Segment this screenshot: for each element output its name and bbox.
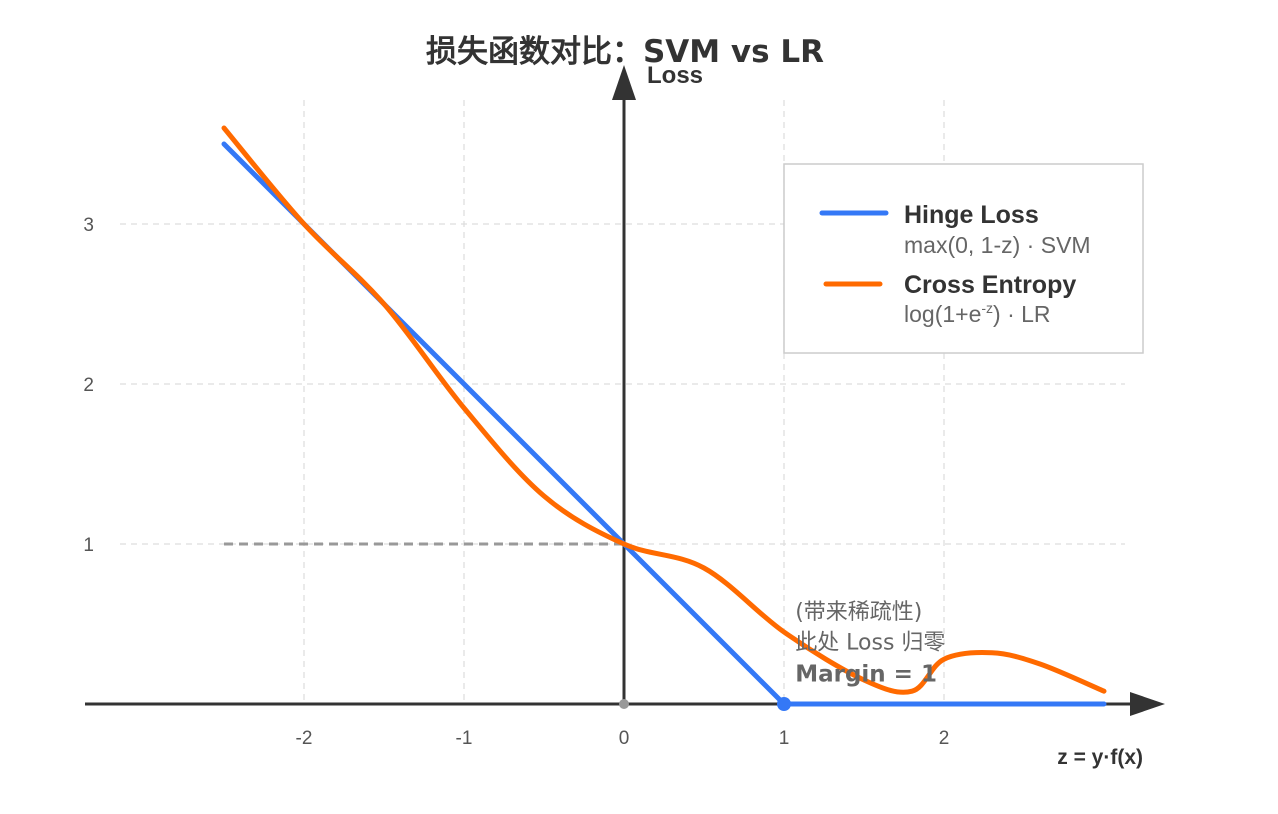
y-axis-label: Loss	[647, 62, 703, 89]
axes	[85, 65, 1165, 716]
legend-formula-prefix: log(1+e	[904, 301, 981, 327]
x-tick-label: 2	[939, 728, 950, 749]
tick-labels: -2 -1 0 1 2 1 2 3	[83, 215, 949, 749]
point-marker	[777, 697, 791, 711]
series-line-cross-entropy	[221, 125, 1107, 695]
legend-label-hinge: Hinge Loss	[904, 201, 1039, 229]
x-tick-label: -2	[296, 728, 313, 749]
point-marker	[619, 699, 629, 709]
legend-formula-suffix: ) · LR	[993, 301, 1051, 327]
annotations: (带来稀疏性) 此处 Loss 归零 Margin = 1	[795, 600, 945, 687]
markers	[619, 697, 791, 711]
y-axis-arrow	[612, 65, 636, 100]
annotation-text: (带来稀疏性)	[795, 600, 922, 625]
x-tick-label: 0	[619, 728, 630, 749]
annotation-text: Margin = 1	[795, 662, 937, 688]
y-tick-label: 2	[83, 375, 94, 396]
chart-title: 损失函数对比：SVM vs LR	[426, 34, 824, 70]
x-tick-label: -1	[456, 728, 473, 749]
legend: Hinge Loss max(0, 1-z) · SVM Cross Entro…	[783, 163, 1144, 354]
legend-formula-hinge: max(0, 1-z) · SVM	[904, 232, 1091, 258]
legend-box	[783, 163, 1144, 354]
annotation-text: 此处 Loss 归零	[795, 631, 945, 656]
legend-label-cross-entropy: Cross Entropy	[904, 271, 1076, 299]
y-tick-label: 3	[83, 215, 94, 236]
x-tick-label: 1	[779, 728, 790, 749]
x-axis-arrow	[1130, 692, 1165, 716]
legend-formula-cross-entropy: log(1+e-z) · LR	[904, 300, 1051, 327]
x-axis-label: z = y·f(x)	[1057, 746, 1143, 769]
y-tick-label: 1	[83, 535, 94, 556]
legend-formula-superscript: -z	[981, 300, 993, 316]
